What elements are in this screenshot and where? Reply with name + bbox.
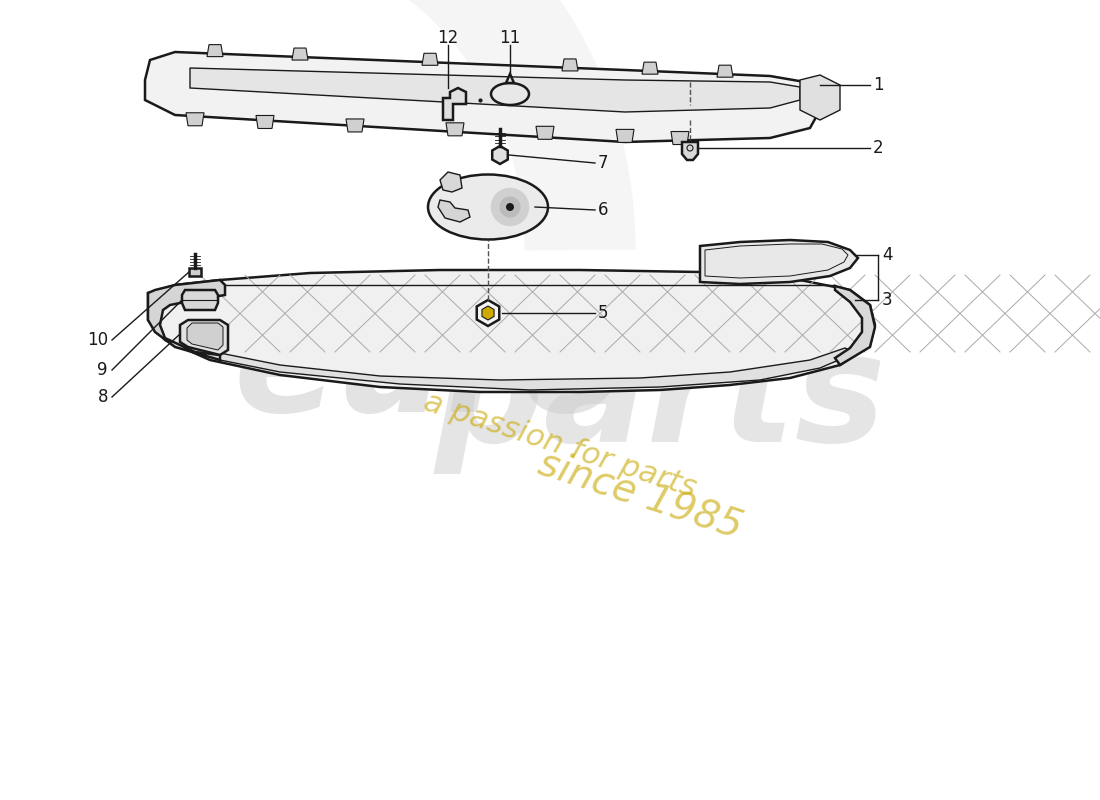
Text: 10: 10 bbox=[87, 331, 108, 349]
Text: 12: 12 bbox=[438, 29, 459, 47]
Text: 3: 3 bbox=[882, 291, 892, 309]
Text: a passion for parts: a passion for parts bbox=[420, 387, 700, 502]
Polygon shape bbox=[440, 172, 462, 192]
Text: parts: parts bbox=[434, 326, 886, 474]
Polygon shape bbox=[148, 270, 874, 392]
Polygon shape bbox=[187, 323, 223, 350]
Text: 5: 5 bbox=[598, 304, 608, 322]
Text: 2: 2 bbox=[873, 139, 883, 157]
Polygon shape bbox=[506, 74, 514, 83]
Polygon shape bbox=[482, 306, 494, 320]
Polygon shape bbox=[642, 62, 658, 74]
Circle shape bbox=[506, 203, 514, 211]
Polygon shape bbox=[220, 348, 855, 390]
Circle shape bbox=[500, 197, 520, 217]
Polygon shape bbox=[207, 45, 223, 57]
Polygon shape bbox=[616, 130, 634, 142]
Polygon shape bbox=[145, 52, 820, 142]
Text: euro: euro bbox=[233, 295, 626, 445]
Text: 7: 7 bbox=[598, 154, 608, 172]
Polygon shape bbox=[536, 126, 554, 139]
Circle shape bbox=[492, 189, 528, 225]
Polygon shape bbox=[148, 280, 225, 360]
Polygon shape bbox=[492, 146, 508, 164]
Polygon shape bbox=[671, 131, 689, 145]
Polygon shape bbox=[562, 59, 578, 71]
Polygon shape bbox=[700, 240, 858, 284]
Text: 8: 8 bbox=[98, 388, 108, 406]
Polygon shape bbox=[682, 142, 698, 160]
Polygon shape bbox=[476, 300, 499, 326]
Polygon shape bbox=[835, 286, 874, 365]
Polygon shape bbox=[256, 115, 274, 129]
Polygon shape bbox=[180, 320, 228, 355]
Polygon shape bbox=[186, 113, 204, 126]
Text: 9: 9 bbox=[98, 361, 108, 379]
Ellipse shape bbox=[491, 83, 529, 105]
Polygon shape bbox=[717, 65, 733, 77]
Polygon shape bbox=[438, 200, 470, 222]
Polygon shape bbox=[422, 54, 438, 66]
Ellipse shape bbox=[428, 174, 548, 239]
Polygon shape bbox=[189, 268, 201, 276]
Polygon shape bbox=[443, 88, 466, 120]
Text: 1: 1 bbox=[873, 76, 883, 94]
Polygon shape bbox=[292, 48, 308, 60]
Text: 4: 4 bbox=[882, 246, 892, 264]
Polygon shape bbox=[190, 68, 800, 112]
Polygon shape bbox=[446, 123, 464, 136]
Polygon shape bbox=[346, 119, 364, 132]
Text: since 1985: since 1985 bbox=[534, 444, 747, 546]
Polygon shape bbox=[800, 75, 840, 120]
Text: 6: 6 bbox=[598, 201, 608, 219]
Polygon shape bbox=[182, 290, 218, 310]
Text: 11: 11 bbox=[499, 29, 520, 47]
